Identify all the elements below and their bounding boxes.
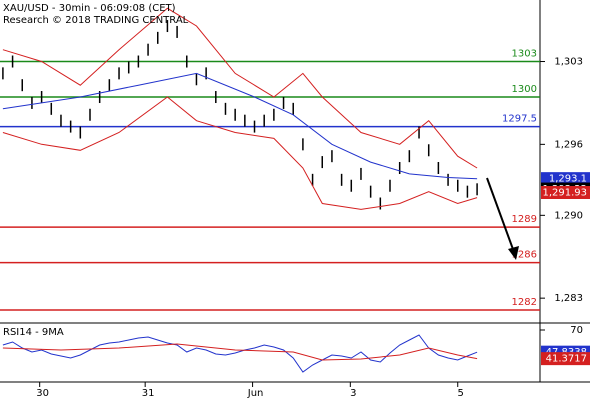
rsi-title: RSI14 - 9MA — [3, 327, 64, 338]
price-box-label: 41.3717 — [546, 354, 587, 365]
price-box — [541, 172, 590, 186]
indicator-line — [2, 7, 478, 169]
x-tick-label: Jun — [247, 388, 264, 399]
indicator-line — [2, 334, 478, 373]
y-tick-label: 1,283 — [554, 293, 583, 304]
arrow-head — [508, 246, 519, 260]
x-tick-label: 31 — [142, 388, 155, 399]
level-label: 1282 — [512, 297, 537, 308]
level-label: 1303 — [512, 49, 537, 60]
plot-area: 1,303 1,296 1,290 1,283 30 31 Jun 3 5 1303 1300 129… — [0, 7, 590, 399]
price-box-label: 1,293.1 — [549, 174, 587, 185]
y-tick-label: 1,296 — [554, 139, 583, 150]
y-tick-label: 1,290 — [554, 210, 583, 221]
x-tick-label: 30 — [36, 388, 49, 399]
level-label: 1289 — [512, 214, 537, 225]
price-box — [541, 185, 590, 199]
level-label: 1286 — [512, 250, 537, 261]
x-tick-label: 3 — [350, 388, 356, 399]
chart-subtitle: Research © 2018 TRADING CENTRAL — [3, 15, 189, 26]
y-tick-label: 70 — [570, 325, 583, 336]
price-box-label: 1,291.93 — [542, 187, 587, 198]
forecast-arrow — [486, 177, 515, 253]
chart-title: XAU/USD - 30min - 06:09:08 (CET) — [3, 3, 176, 14]
y-tick-label: 1,303 — [554, 57, 583, 68]
indicator-line — [2, 96, 478, 210]
indicator-line — [2, 343, 478, 361]
level-label: 1300 — [512, 84, 537, 95]
price-box — [541, 352, 590, 366]
level-label: 1297.5 — [502, 114, 537, 125]
x-tick-label: 5 — [458, 388, 464, 399]
indicator-line — [2, 72, 478, 180]
